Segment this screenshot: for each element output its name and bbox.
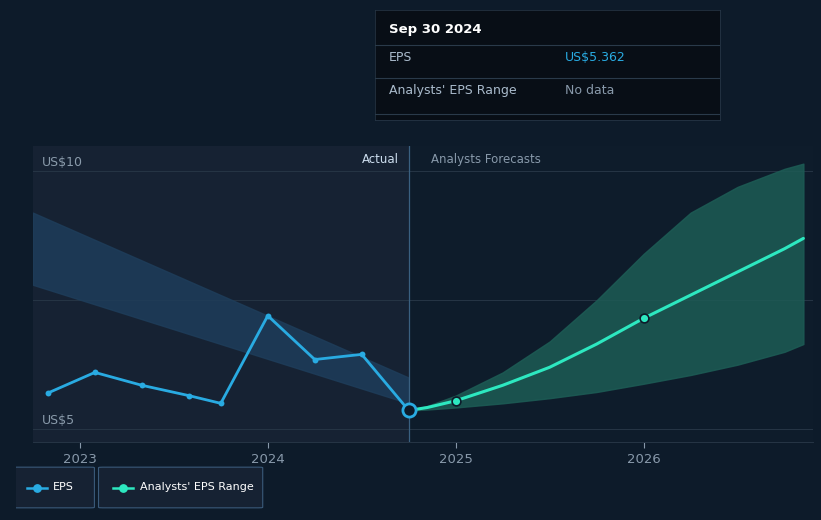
Text: Analysts' EPS Range: Analysts' EPS Range: [389, 84, 516, 97]
Text: US$10: US$10: [42, 156, 83, 169]
Point: [449, 397, 462, 405]
Point: [308, 355, 321, 363]
Text: Sep 30 2024: Sep 30 2024: [389, 23, 482, 36]
Point: [135, 381, 149, 389]
Point: [214, 399, 227, 408]
Text: US$5: US$5: [42, 413, 76, 426]
Point: [402, 406, 415, 414]
FancyBboxPatch shape: [12, 467, 94, 508]
Point: [30, 484, 44, 492]
Point: [41, 389, 54, 397]
Text: EPS: EPS: [389, 50, 412, 63]
Bar: [409, 146, 813, 442]
Text: EPS: EPS: [53, 483, 74, 492]
Text: Analysts' EPS Range: Analysts' EPS Range: [140, 483, 254, 492]
Point: [117, 484, 130, 492]
Point: [182, 392, 195, 400]
Text: Analysts Forecasts: Analysts Forecasts: [431, 153, 541, 166]
Point: [261, 311, 274, 320]
Text: Actual: Actual: [362, 153, 399, 166]
Point: [355, 350, 369, 358]
Point: [89, 368, 102, 376]
FancyBboxPatch shape: [99, 467, 263, 508]
Text: No data: No data: [565, 84, 614, 97]
Point: [402, 406, 415, 414]
Text: US$5.362: US$5.362: [565, 50, 626, 63]
Bar: [33, 146, 409, 442]
Point: [637, 314, 650, 322]
